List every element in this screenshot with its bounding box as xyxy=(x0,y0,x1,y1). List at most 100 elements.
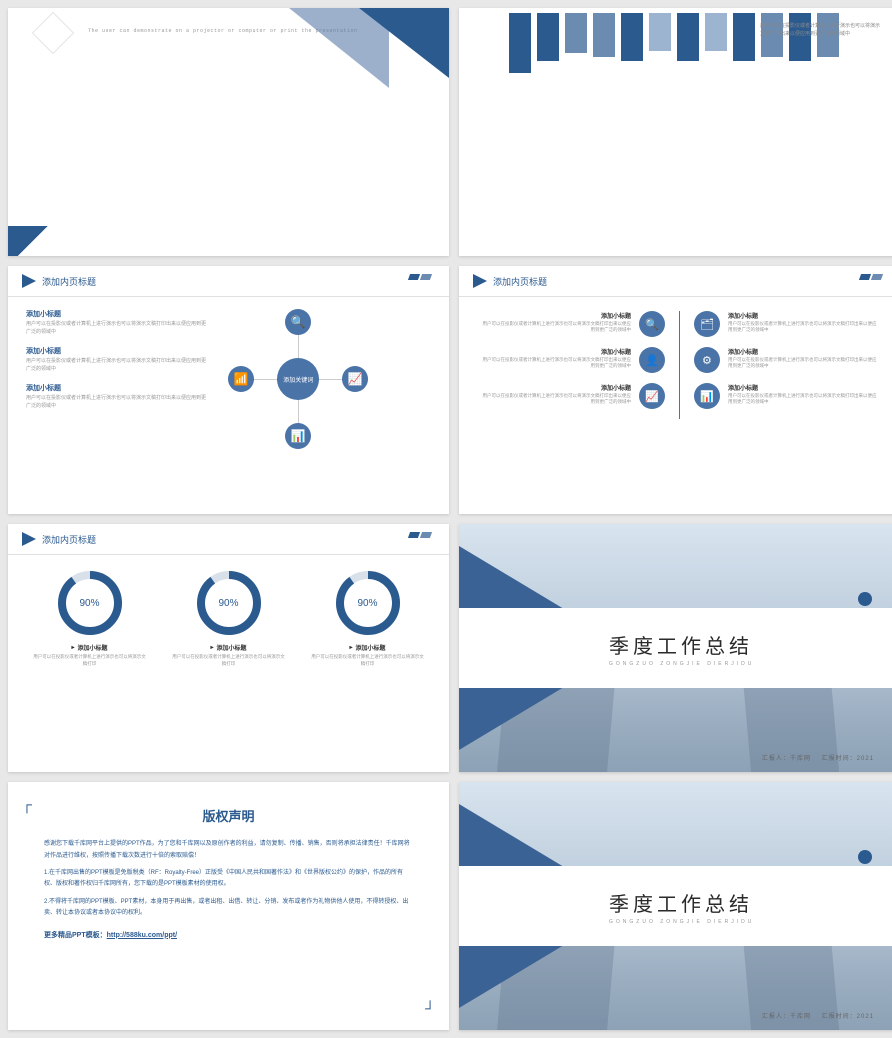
donut-title: 添加小标题 xyxy=(310,643,425,652)
deco-dot xyxy=(858,850,872,864)
donut-desc: 用户可以在投影仪或者计算机上进行演示也可以将演示文稿打印 xyxy=(310,654,425,668)
item-desc: 用户可以在投影仪或者计算机上进行演示也可以将演示文稿打印出来以便应用到更广泛的领… xyxy=(26,395,208,410)
header-title: 添加内页标题 xyxy=(42,275,96,288)
feature-title: 添加小标题 xyxy=(481,347,631,356)
feature-title: 添加小标题 xyxy=(728,311,878,320)
feature-icon: 📊 xyxy=(694,383,720,409)
slide-header: 添加内页标题 xyxy=(459,266,892,297)
vertical-divider xyxy=(679,311,680,419)
list-item: 添加小标题 用户可以在投影仪或者计算机上进行演示也可以将演示文稿打印出来以便应用… xyxy=(26,383,208,410)
slide-header: 添加内页标题 xyxy=(8,266,449,297)
hub-center: 添加关键词 xyxy=(277,358,319,400)
cover-title: 季度工作总结 xyxy=(609,888,754,917)
feature-icon: 🔍 xyxy=(639,311,665,337)
hub-node-top: 🔍 xyxy=(285,309,311,335)
header-triangle-icon xyxy=(22,274,36,288)
header-triangle-icon xyxy=(473,274,487,288)
item-desc: 用户可以在投影仪或者计算机上进行演示也可以将演示文稿打印出来以便应用到更广泛的领… xyxy=(26,358,208,373)
copyright-p1: 感谢您下载千库网平台上提供的PPT作品，为了您和千库网以及原创作者的利益，请勿复… xyxy=(44,839,413,862)
item-title: 添加小标题 xyxy=(26,383,208,393)
deco-triangle-dark xyxy=(359,8,449,78)
feature-icon: 📈 xyxy=(639,383,665,409)
donut-column: 90% 添加小标题 用户可以在投影仪或者计算机上进行演示也可以将演示文稿打印 xyxy=(171,571,286,668)
item-title: 添加小标题 xyxy=(26,346,208,356)
hub-node-left: 📶 xyxy=(228,366,254,392)
donut-title: 添加小标题 xyxy=(171,643,286,652)
donut-desc: 用户可以在投影仪或者计算机上进行演示也可以将演示文稿打印 xyxy=(32,654,147,668)
deco-corner-bl xyxy=(8,226,58,256)
slide-2: 用户可以在投影仪或者计算机上进行演示也可以将演示文稿打印出来以便应用到更广泛的领… xyxy=(459,8,892,256)
bar xyxy=(649,13,671,51)
feature-desc: 用户可以在投影仪或者计算机上进行演示也可以将演示文稿打印出来以便应用到更广泛的领… xyxy=(481,357,631,370)
feature-row: 🔍 添加小标题 用户可以在投影仪或者计算机上进行演示也可以将演示文稿打印出来以便… xyxy=(481,311,665,337)
hub-diagram: 添加关键词 🔍 📶 📈 📊 xyxy=(228,309,368,449)
feature-title: 添加小标题 xyxy=(481,383,631,392)
slide-6-cover: 季度工作总结 GONGZUO ZONGJIE DIERJIDU 汇报人：千库网 … xyxy=(459,524,892,772)
copyright-p2: 1.在千库网出售的PPT模板是免版税类（RF：Royalty-Free）正版受《… xyxy=(44,868,413,891)
slide-3: 添加内页标题 添加小标题 用户可以在投影仪或者计算机上进行演示也可以将演示文稿打… xyxy=(8,266,449,514)
deco-outline-square xyxy=(32,12,74,54)
cover-footer: 汇报人：千库网 汇报时间：2021 xyxy=(762,1011,874,1020)
feature-row: 📈 添加小标题 用户可以在投影仪或者计算机上进行演示也可以将演示文稿打印出来以便… xyxy=(481,383,665,409)
header-title: 添加内页标题 xyxy=(42,533,96,546)
item-title: 添加小标题 xyxy=(26,309,208,319)
cover-title: 季度工作总结 xyxy=(609,630,754,659)
slide-header: 添加内页标题 xyxy=(8,524,449,555)
bar-chart xyxy=(479,8,880,73)
header-decoration xyxy=(409,532,431,538)
donut-column: 90% 添加小标题 用户可以在投影仪或者计算机上进行演示也可以将演示文稿打印 xyxy=(310,571,425,668)
slide-8-cover: 季度工作总结 GONGZUO ZONGJIE DIERJIDU 汇报人：千库网 … xyxy=(459,782,892,1030)
header-triangle-icon xyxy=(22,532,36,546)
bar xyxy=(509,13,531,73)
feature-desc: 用户可以在投影仪或者计算机上进行演示也可以将演示文稿打印出来以便应用到更广泛的领… xyxy=(728,357,878,370)
deco-quote-tl: ┌ xyxy=(22,796,32,812)
header-decoration xyxy=(409,274,431,280)
feature-title: 添加小标题 xyxy=(728,383,878,392)
feature-row: 👤 添加小标题 用户可以在投影仪或者计算机上进行演示也可以将演示文稿打印出来以便… xyxy=(481,347,665,373)
bar xyxy=(705,13,727,51)
slide-7-copyright: ┌ 版权声明 感谢您下载千库网平台上提供的PPT作品，为了您和千库网以及原创作者… xyxy=(8,782,449,1030)
donut-percent: 90% xyxy=(197,571,261,635)
slide-4: 添加内页标题 🔍 添加小标题 用户可以在投影仪或者计算机上进行演示也可以将演示文… xyxy=(459,266,892,514)
donut-chart: 90% xyxy=(58,571,122,635)
feature-row: ⚙ 添加小标题 用户可以在投影仪或者计算机上进行演示也可以将演示文稿打印出来以便… xyxy=(694,347,878,373)
slide-5: 添加内页标题 90% 添加小标题 用户可以在投影仪或者计算机上进行演示也可以将演… xyxy=(8,524,449,772)
list-item: 添加小标题 用户可以在投影仪或者计算机上进行演示也可以将演示文稿打印出来以便应用… xyxy=(26,346,208,373)
feature-icon: 🗂 xyxy=(694,311,720,337)
bar xyxy=(733,13,755,61)
copyright-p3: 2.不得将千库网的PPT模板、PPT素材，本身用于再出售，或者出租、出借、转让、… xyxy=(44,897,413,920)
list-item: 添加小标题 用户可以在投影仪或者计算机上进行演示也可以将演示文稿打印出来以便应用… xyxy=(26,309,208,336)
feature-title: 添加小标题 xyxy=(481,311,631,320)
feature-desc: 用户可以在投影仪或者计算机上进行演示也可以将演示文稿打印出来以便应用到更广泛的领… xyxy=(728,321,878,334)
slide-1: The user can demonstrate on a projector … xyxy=(8,8,449,256)
feature-desc: 用户可以在投影仪或者计算机上进行演示也可以将演示文稿打印出来以便应用到更广泛的领… xyxy=(728,393,878,406)
cover-subtitle: GONGZUO ZONGJIE DIERJIDU xyxy=(609,919,754,925)
copyright-title: 版权声明 xyxy=(44,806,413,825)
bar xyxy=(621,13,643,61)
donut-percent: 90% xyxy=(58,571,122,635)
more-link[interactable]: http://588ku.com/ppt/ xyxy=(107,932,177,939)
deco-quote-br: ┘ xyxy=(425,1000,435,1016)
more-templates: 更多精品PPT模板：http://588ku.com/ppt/ xyxy=(44,930,413,940)
donut-desc: 用户可以在投影仪或者计算机上进行演示也可以将演示文稿打印 xyxy=(171,654,286,668)
title-band: 季度工作总结 GONGZUO ZONGJIE DIERJIDU xyxy=(459,608,892,688)
cover-subtitle: GONGZUO ZONGJIE DIERJIDU xyxy=(609,661,754,667)
feature-icon: 👤 xyxy=(639,347,665,373)
feature-row: 🗂 添加小标题 用户可以在投影仪或者计算机上进行演示也可以将演示文稿打印出来以便… xyxy=(694,311,878,337)
header-decoration xyxy=(860,274,882,280)
deco-dot xyxy=(858,592,872,606)
donut-column: 90% 添加小标题 用户可以在投影仪或者计算机上进行演示也可以将演示文稿打印 xyxy=(32,571,147,668)
bar xyxy=(565,13,587,53)
note-text: 用户可以在投影仪或者计算机上进行演示也可以将演示文稿打印出来以便应用到更广泛的领… xyxy=(760,23,880,38)
cover-footer: 汇报人：千库网 汇报时间：2021 xyxy=(762,753,874,762)
feature-desc: 用户可以在投影仪或者计算机上进行演示也可以将演示文稿打印出来以便应用到更广泛的领… xyxy=(481,321,631,334)
title-band: 季度工作总结 GONGZUO ZONGJIE DIERJIDU xyxy=(459,866,892,946)
feature-icon: ⚙ xyxy=(694,347,720,373)
donut-percent: 90% xyxy=(336,571,400,635)
hub-node-right: 📈 xyxy=(342,366,368,392)
item-desc: 用户可以在投影仪或者计算机上进行演示也可以将演示文稿打印出来以便应用到更广泛的领… xyxy=(26,321,208,336)
donut-title: 添加小标题 xyxy=(32,643,147,652)
donut-chart: 90% xyxy=(336,571,400,635)
bar xyxy=(677,13,699,61)
bar xyxy=(537,13,559,61)
